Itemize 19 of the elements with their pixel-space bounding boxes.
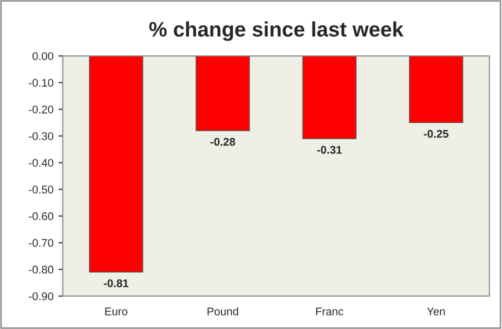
y-tick-label: -0.40: [28, 158, 54, 167]
x-tick-label: Pound: [208, 307, 238, 316]
y-tick-label: -0.60: [28, 212, 54, 220]
x-tick-label: Yen: [426, 308, 445, 316]
y-tick-label: -0.90: [28, 292, 54, 300]
x-tick-label: Franc: [316, 308, 344, 316]
y-tick-label: -0.20: [28, 106, 54, 114]
y-tick-label: -0.10: [28, 78, 54, 87]
y-tick-label: -0.70: [28, 238, 54, 247]
data-label: -0.81: [104, 279, 128, 288]
data-label: -0.25: [424, 130, 448, 138]
y-tick-label: -0.80: [28, 266, 54, 274]
data-label: -0.31: [317, 146, 342, 154]
y-tick-label: -0.50: [28, 186, 54, 194]
data-label: -0.28: [210, 138, 236, 146]
chart-title: % change since last week: [149, 21, 404, 41]
y-tick-label: -0.30: [28, 132, 54, 140]
x-tick-label: Euro: [105, 308, 128, 316]
y-tick-label: 0.00: [32, 52, 54, 60]
